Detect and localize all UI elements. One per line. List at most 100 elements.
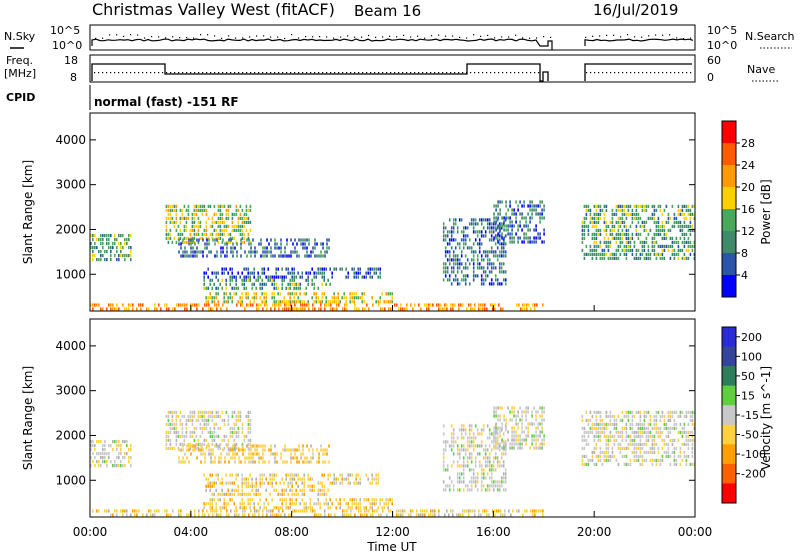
range-cell	[247, 477, 249, 481]
range-cell	[595, 232, 598, 236]
range-cell	[497, 406, 499, 410]
noise-search-dot	[242, 37, 244, 39]
range-cell	[693, 422, 696, 426]
range-cell	[589, 410, 592, 414]
range-cell	[629, 240, 632, 244]
range-cell	[347, 481, 349, 485]
range-cell	[346, 307, 348, 311]
range-cell	[90, 303, 92, 307]
range-cell	[585, 442, 588, 446]
range-cell	[488, 436, 491, 440]
range-cell	[671, 438, 674, 442]
range-cell	[240, 242, 242, 246]
range-cell	[438, 307, 440, 311]
range-cell	[687, 410, 690, 414]
range-cell	[241, 278, 243, 282]
range-cell	[495, 228, 497, 232]
range-cell	[478, 242, 481, 246]
nave-dot	[486, 72, 488, 74]
range-cell	[480, 484, 483, 488]
range-cell	[239, 296, 241, 300]
range-cell	[215, 271, 217, 275]
range-cell	[303, 506, 305, 510]
range-cell	[208, 250, 210, 254]
range-cell	[426, 509, 428, 513]
range-cell	[625, 224, 628, 228]
range-cell	[507, 224, 509, 228]
range-cell	[679, 454, 682, 458]
range-cell	[313, 488, 315, 492]
noise-search-dot	[144, 37, 146, 39]
range-cell	[181, 426, 184, 430]
range-cell	[215, 434, 218, 438]
range-cell	[171, 446, 174, 450]
range-cell	[375, 481, 377, 485]
range-cell	[470, 258, 473, 262]
range-cell	[645, 256, 648, 260]
range-cell	[211, 418, 214, 422]
range-cell	[583, 430, 586, 434]
range-cell	[615, 422, 618, 426]
range-cell	[227, 414, 230, 418]
range-cell	[292, 250, 294, 254]
range-cell	[293, 477, 295, 481]
range-cell	[165, 224, 168, 228]
range-cell	[165, 228, 168, 232]
range-cell	[493, 434, 495, 438]
colorbar-segment	[722, 143, 736, 166]
range-cell	[313, 502, 315, 506]
range-cell	[247, 414, 250, 418]
range-cell	[201, 410, 204, 414]
range-cell	[649, 430, 652, 434]
range-cell	[645, 410, 648, 414]
range-cell	[625, 426, 628, 430]
range-cell	[265, 488, 267, 492]
range-cell	[167, 236, 170, 240]
range-cell	[114, 460, 116, 464]
range-cell	[339, 481, 341, 485]
noise-search-dot	[389, 35, 391, 37]
range-cell	[222, 448, 224, 452]
range-cell	[486, 307, 488, 311]
range-cell	[507, 216, 509, 220]
range-cell	[663, 422, 666, 426]
range-cell	[605, 426, 608, 430]
range-cell	[92, 234, 94, 238]
range-cell	[355, 498, 357, 502]
range-cell	[689, 252, 692, 256]
range-cell	[494, 278, 497, 282]
range-cell	[511, 220, 513, 224]
range-cell	[203, 502, 205, 506]
range-cell	[351, 267, 353, 271]
range-cell	[517, 228, 519, 232]
range-cell	[120, 509, 122, 513]
range-cell	[633, 454, 636, 458]
range-cell	[381, 498, 383, 502]
range-cell	[486, 472, 489, 476]
range-cell	[215, 506, 217, 510]
range-cell	[625, 414, 628, 418]
range-cell	[492, 464, 495, 468]
range-cell	[509, 216, 511, 220]
range-cell	[243, 232, 246, 236]
range-cell	[530, 509, 532, 513]
range-cell	[603, 430, 606, 434]
noise-search-dot	[403, 34, 405, 36]
nave-dot	[670, 72, 672, 74]
range-cell	[621, 248, 624, 252]
range-cell	[490, 278, 493, 282]
range-cell	[235, 275, 237, 279]
range-cell	[609, 454, 612, 458]
range-cell	[237, 426, 240, 430]
range-cell	[243, 278, 245, 282]
range-cell	[148, 509, 150, 513]
range-cell	[343, 477, 345, 481]
range-cell	[593, 204, 596, 208]
range-cell	[511, 232, 513, 236]
range-cell	[266, 238, 268, 242]
range-cell	[444, 513, 446, 517]
range-cell	[391, 498, 393, 502]
range-cell	[307, 275, 309, 279]
range-cell	[609, 458, 612, 462]
range-cell	[236, 250, 238, 254]
